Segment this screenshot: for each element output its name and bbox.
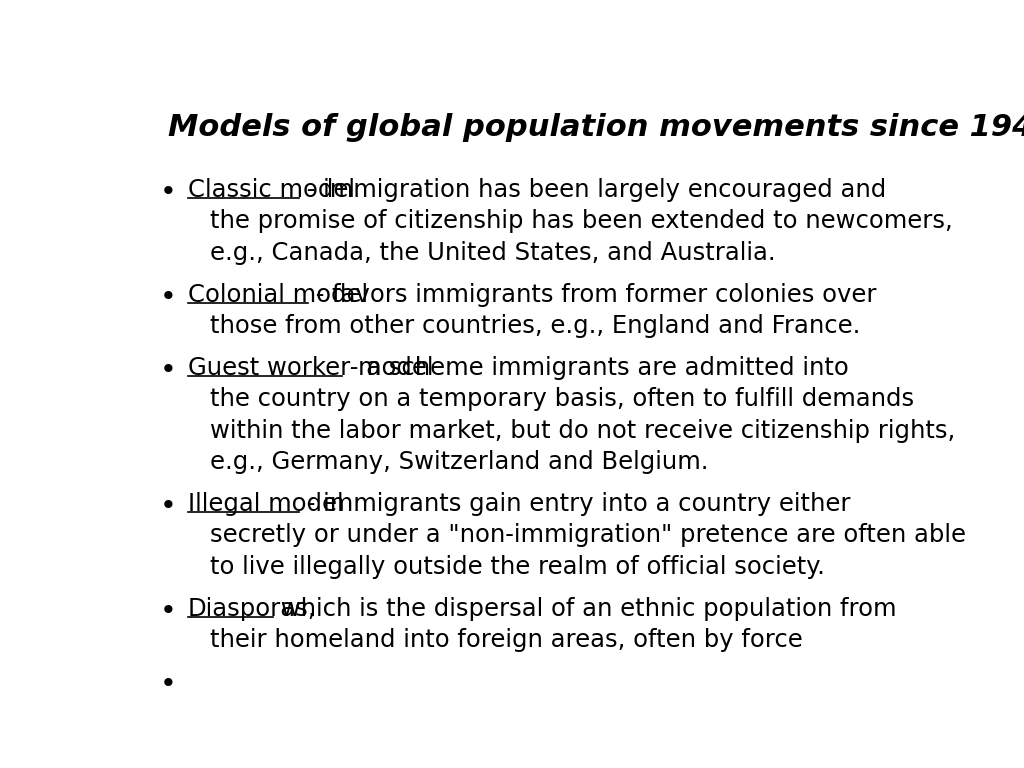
Text: •: • [160,492,176,520]
Text: to live illegally outside the realm of official society.: to live illegally outside the realm of o… [210,554,824,578]
Text: within the labor market, but do not receive citizenship rights,: within the labor market, but do not rece… [210,419,955,442]
Text: Colonial model: Colonial model [187,283,368,306]
Text: •: • [160,178,176,206]
Text: - immigration has been largely encouraged and: - immigration has been largely encourage… [299,178,886,202]
Text: the promise of citizenship has been extended to newcomers,: the promise of citizenship has been exte… [210,209,952,233]
Text: secretly or under a "non-immigration" pretence are often able: secretly or under a "non-immigration" pr… [210,523,966,548]
Text: those from other countries, e.g., England and France.: those from other countries, e.g., Englan… [210,314,860,338]
Text: e.g., Germany, Switzerland and Belgium.: e.g., Germany, Switzerland and Belgium. [210,450,709,474]
Text: Guest worker model: Guest worker model [187,356,433,380]
Text: - immigrants gain entry into a country either: - immigrants gain entry into a country e… [299,492,851,516]
Text: •: • [160,670,176,698]
Text: •: • [160,356,176,384]
Text: - a scheme immigrants are admitted into: - a scheme immigrants are admitted into [342,356,849,380]
Text: Models of global population movements since 1945:: Models of global population movements si… [168,113,1024,142]
Text: •: • [160,283,176,310]
Text: which is the dispersal of an ethnic population from: which is the dispersal of an ethnic popu… [273,597,897,621]
Text: Illegal model: Illegal model [187,492,343,516]
Text: Classic model: Classic model [187,178,354,202]
Text: Diasporas,: Diasporas, [187,597,316,621]
Text: •: • [160,597,176,624]
Text: their homeland into foreign areas, often by force: their homeland into foreign areas, often… [210,628,803,652]
Text: the country on a temporary basis, often to fulfill demands: the country on a temporary basis, often … [210,387,913,411]
Text: e.g., Canada, the United States, and Australia.: e.g., Canada, the United States, and Aus… [210,240,775,265]
Text: - favors immigrants from former colonies over: - favors immigrants from former colonies… [307,283,876,306]
